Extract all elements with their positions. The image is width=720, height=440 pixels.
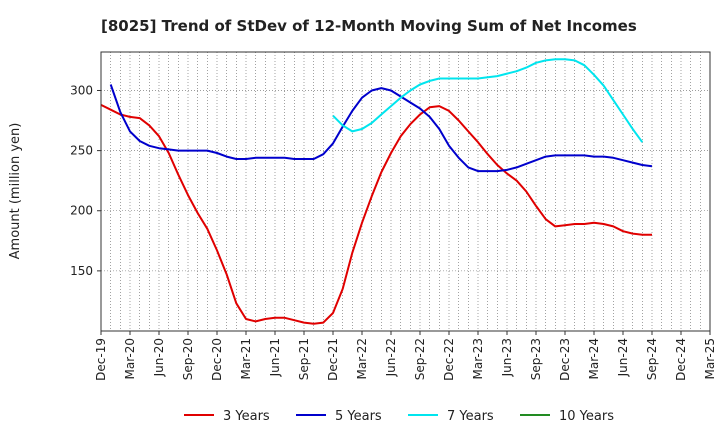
x-tick-label: Mar-24 [587,338,601,379]
x-tick-label: Sep-24 [645,338,659,380]
y-tick-label: 150 [70,264,93,278]
legend-label: 7 Years [447,409,494,424]
chart-title: [8025] Trend of StDev of 12-Month Moving… [101,17,637,35]
series-line-3-years [100,104,652,325]
y-tick-label: 300 [70,83,93,97]
x-tick-label: Mar-22 [355,338,369,379]
x-tick-label: Jun-23 [500,338,514,377]
x-tick-label: Sep-23 [529,338,543,380]
series-line-5-years [109,84,653,173]
series-lines [100,58,653,325]
x-tick-label: Mar-25 [703,338,717,379]
y-tick-label: 200 [70,204,93,218]
x-tick-label: Sep-20 [181,338,195,380]
x-tick-label: Mar-23 [471,338,485,379]
x-tick-label: Sep-22 [413,338,427,380]
legend-label: 5 Years [335,409,382,424]
x-tick-label: Dec-22 [442,338,456,381]
x-tick-label: Mar-21 [239,338,253,379]
x-tick-label: Mar-20 [123,338,137,379]
x-tick-label: Dec-19 [94,338,108,381]
series-line-7-years [332,58,644,143]
x-tick-label: Dec-23 [558,338,572,381]
x-tick-label: Dec-20 [210,338,224,381]
x-tick-label: Jun-21 [268,338,282,377]
x-tick-label: Dec-24 [674,338,688,381]
x-tick-label: Jun-22 [384,338,398,377]
legend-label: 3 Years [223,409,270,424]
y-axis-label: Amount (million yen) [8,123,23,260]
y-tick-label: 250 [70,144,93,158]
legend-label: 10 Years [559,409,614,424]
grid [101,52,710,331]
plot-frame [100,51,711,332]
x-tick-label: Sep-21 [297,338,311,380]
x-tick-label: Jun-20 [152,338,166,377]
legend: 3 Years 5 Years 7 Years 10 Years [184,409,614,424]
y-axis: 150 200 250 300 [70,83,101,278]
x-tick-label: Jun-24 [616,338,630,377]
x-axis: Dec-19 Mar-20 Jun-20 Sep-20 Dec-20 Mar-21 Jun-… [94,331,717,381]
x-tick-label: Dec-21 [326,338,340,381]
